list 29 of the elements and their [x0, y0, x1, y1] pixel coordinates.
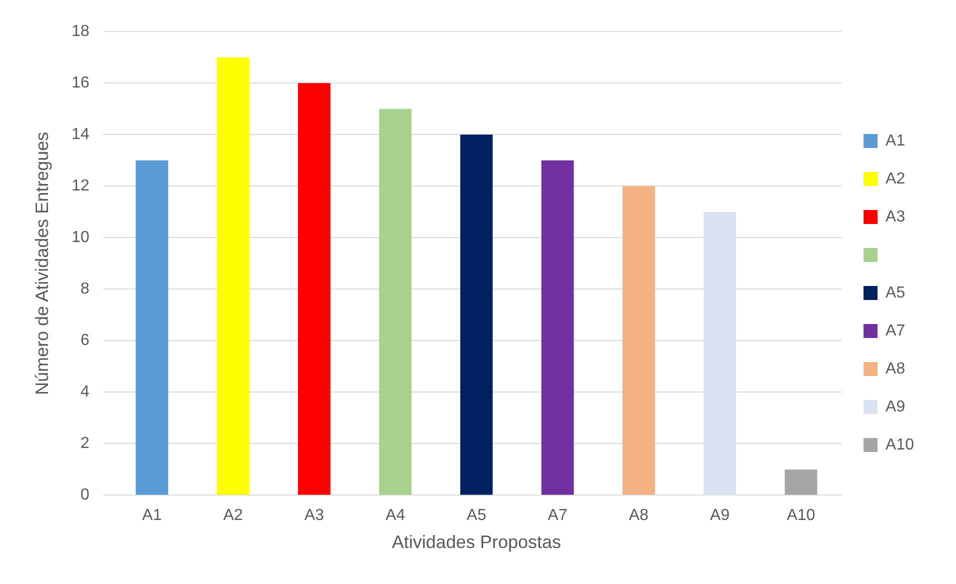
y-tick-label: 0	[80, 486, 90, 504]
x-tick-label: A8	[628, 507, 649, 524]
y-tick-label: 4	[80, 384, 90, 401]
y-tick-label: 6	[80, 332, 90, 350]
legend-label: A8	[886, 360, 906, 378]
x-tick-label: A9	[710, 507, 730, 524]
y-tick-label: 16	[72, 74, 90, 92]
legend-label: A1	[886, 132, 906, 150]
legend-label: A9	[886, 398, 906, 416]
x-axis-title: Atividades Propostas	[392, 532, 562, 552]
y-tick-label: 8	[80, 280, 90, 298]
x-tick-label: A1	[142, 507, 162, 524]
x-tick-label: A5	[466, 507, 486, 524]
x-tick-label: A2	[223, 507, 243, 524]
y-tick-label: 14	[72, 126, 90, 144]
x-tick-label: A7	[548, 507, 568, 524]
legend-label: A10	[886, 436, 914, 454]
legend-label: A2	[886, 170, 906, 188]
legend-label: A7	[886, 322, 906, 340]
x-tick-label: A3	[304, 507, 324, 524]
legend-label: A3	[886, 208, 906, 226]
y-axis-title: Número de Atividades Entregues	[32, 132, 52, 395]
legend-label: A5	[886, 284, 906, 302]
y-tick-label: 18	[72, 23, 90, 40]
y-tick-label: 10	[72, 229, 90, 246]
y-tick-label: 12	[72, 178, 90, 195]
x-tick-label: A4	[386, 507, 406, 524]
x-tick-label: A10	[786, 507, 816, 524]
y-tick-label: 2	[80, 435, 90, 452]
